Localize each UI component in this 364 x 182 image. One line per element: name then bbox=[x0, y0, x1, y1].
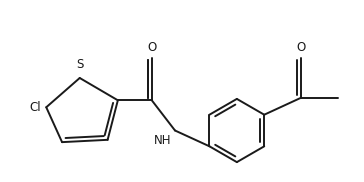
Text: O: O bbox=[147, 41, 157, 54]
Text: NH: NH bbox=[154, 134, 171, 147]
Text: S: S bbox=[76, 58, 83, 71]
Text: Cl: Cl bbox=[29, 101, 41, 114]
Text: O: O bbox=[296, 41, 305, 54]
